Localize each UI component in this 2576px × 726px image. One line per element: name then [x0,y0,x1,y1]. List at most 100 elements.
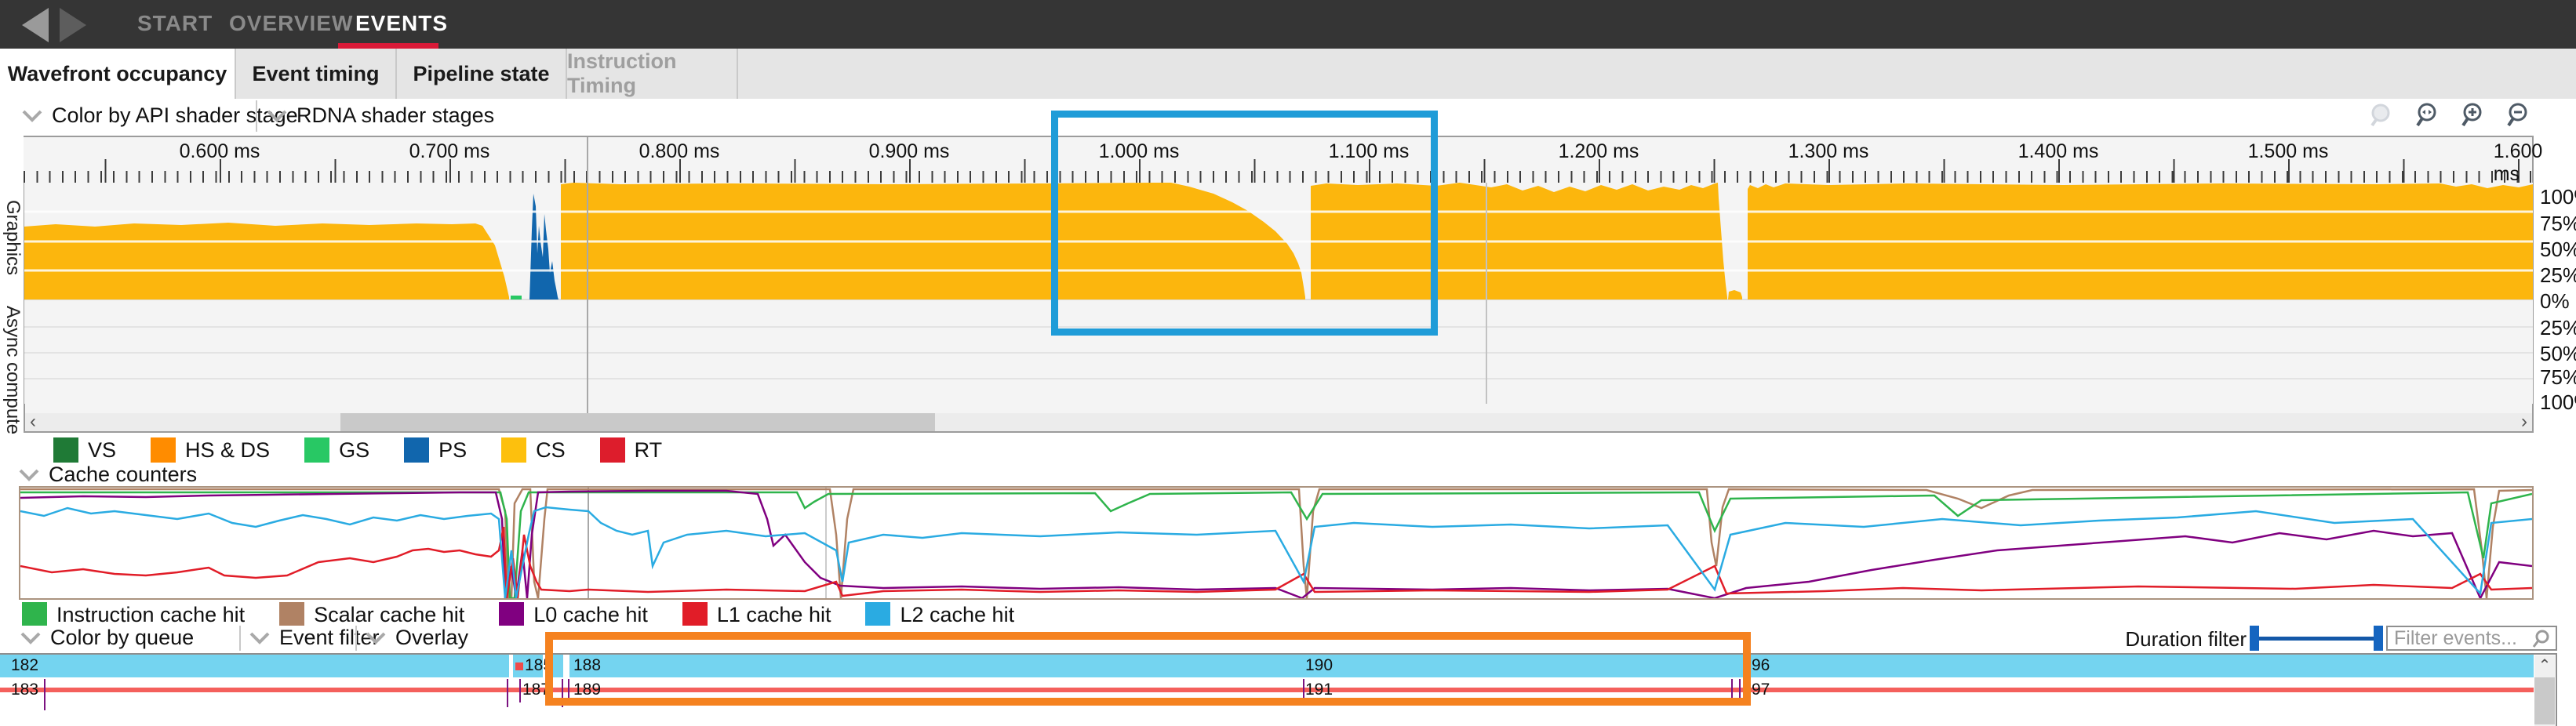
zoom-reset-icon[interactable] [2413,102,2441,130]
nav-item-events[interactable]: EVENTS [355,11,449,35]
back-arrow-icon[interactable] [22,8,49,42]
scrollbar-thumb[interactable] [2534,677,2555,724]
stage-legend-item: VS [53,437,116,463]
event-id[interactable]: 183 [11,681,39,699]
cache-counters-title: Cache counters [49,463,198,486]
color-by-queue-label: Color by queue [50,626,195,649]
cache-legend-swatch [22,602,47,627]
slider-handle-max[interactable] [2374,626,2383,651]
cache-legend-label: Instruction cache hit [56,602,246,626]
stage-legend-label: CS [536,437,566,462]
event-id[interactable]: 191 [1305,681,1333,699]
l2-cache-line [20,506,2533,599]
cache-legend-label: L0 cache hit [533,602,648,626]
occupancy-selection-box [1051,111,1438,336]
occupancy-series-left [24,223,509,299]
stage-legend-item: HS & DS [151,437,270,463]
event-id[interactable]: 187 [522,681,551,699]
chevron-down-icon [267,110,287,122]
separator [355,626,357,651]
duration-filter-slider[interactable] [2250,626,2383,651]
stage-legend-swatch [304,437,330,463]
filter-events-input[interactable] [2386,626,2557,651]
graphics-axis-label: 50% [2540,238,2576,261]
slider-handle-min[interactable] [2250,626,2259,651]
async-axis-label: 50% [2540,342,2576,365]
overlay-label: Overlay [395,626,469,649]
duration-filter-label: Duration filter [2125,627,2247,651]
search-icon [2532,630,2549,648]
tab-instruction-timing[interactable]: Instruction Timing [567,49,738,99]
ps-spike-cluster [529,194,558,299]
tab-pipeline-state[interactable]: Pipeline state [397,49,567,99]
ruler-tick-label: 0.800 ms [639,140,720,162]
ruler-tick-label: 1.300 ms [1788,140,1869,162]
cache-legend-swatch [865,602,891,627]
scroll-left-icon[interactable]: ‹ [30,411,36,432]
cache-plot [20,488,2533,601]
ruler-tick-label: 0.600 ms [179,140,260,162]
ruler-tick-label: 1.500 ms [2247,140,2329,162]
event-filter-dropdown[interactable]: Event filter [249,626,380,650]
rdna-shader-stages-dropdown[interactable]: RDNA shader stages [267,103,494,128]
cache-legend-swatch [499,602,525,627]
ruler-tick-label: 1.400 ms [2018,140,2099,162]
cache-legend-item: L0 cache hit [499,602,648,627]
active-nav-underline [338,43,438,49]
event-id[interactable]: 182 [11,656,39,674]
nav-item-overview[interactable]: OVERVIEW [229,11,354,35]
cache-counters-header[interactable]: Cache counters [19,463,197,487]
color-by-queue-dropdown[interactable]: Color by queue [20,626,194,650]
occupancy-plot[interactable] [24,183,2533,404]
ruler-tick-label: 1.000 ms [1098,140,1180,162]
stage-legend-item: RT [599,437,663,463]
tab-bar: Wavefront occupancy Event timing Pipeline … [0,49,2576,99]
zoom-in-icon[interactable] [2458,102,2487,130]
cache-counters-chart[interactable] [19,486,2534,601]
timeline-ruler[interactable]: 0.600 ms 0.700 ms 0.800 ms 0.900 ms 1.000 ms… [24,137,2542,185]
event-id[interactable]: 97 [1752,681,1770,699]
stage-legend-swatch [53,437,78,463]
chevron-down-icon [249,632,270,644]
tab-event-timing[interactable]: Event timing [236,49,397,99]
stage-legend-label: RT [634,437,663,462]
event-filter-label: Event filter [279,626,380,649]
stage-legend-swatch [501,437,527,463]
event-id[interactable]: 96 [1752,656,1770,674]
scroll-up-icon[interactable]: ⌃ [2534,655,2555,677]
cache-legend-item: Instruction cache hit [22,602,245,627]
stage-legend-swatch [151,437,176,463]
gs-blip [511,296,522,299]
async-axis-label: 100% [2540,390,2576,414]
cache-legend-label: Scalar cache hit [314,602,465,626]
stage-legend-label: PS [438,437,468,462]
event-marker-red[interactable] [515,662,523,670]
l1-cache-line [20,526,2533,599]
ruler-tick-label: 1.600 ms [2493,140,2543,185]
event-id[interactable]: 189 [573,681,602,699]
cache-legend-item: Scalar cache hit [279,602,464,627]
scroll-right-icon[interactable]: › [2521,411,2527,432]
chart-horizontal-scrollbar[interactable]: ‹ › [25,411,2532,432]
stage-legend-item: CS [501,437,566,463]
scrollbar-thumb[interactable] [340,413,935,431]
event-id[interactable]: 190 [1305,656,1333,674]
event-id[interactable]: 188 [573,656,602,674]
overlay-dropdown[interactable]: Overlay [366,626,468,650]
nav-item-start[interactable]: START [137,11,213,35]
separator [256,100,257,132]
forward-arrow-icon[interactable] [60,8,86,42]
ruler-tick-label: 1.200 ms [1558,140,1639,162]
zoom-to-selection-icon[interactable] [2367,102,2396,130]
event-table-top-border [0,653,2557,655]
event-duration-line [0,688,2534,692]
cache-legend-item: L2 cache hit [865,602,1014,627]
graphics-axis-label: 0% [2540,289,2570,313]
instruction-cache-line [20,491,2533,600]
tab-wavefront-occupancy[interactable]: Wavefront occupancy [0,49,236,99]
graphics-row-label: Graphics [2,200,24,276]
event-vertical-scrollbar[interactable]: ⌃ [2534,655,2555,726]
ruler-tick-label: 0.900 ms [868,140,950,162]
cache-legend-label: L1 cache hit [716,602,831,626]
zoom-out-icon[interactable] [2504,102,2532,130]
